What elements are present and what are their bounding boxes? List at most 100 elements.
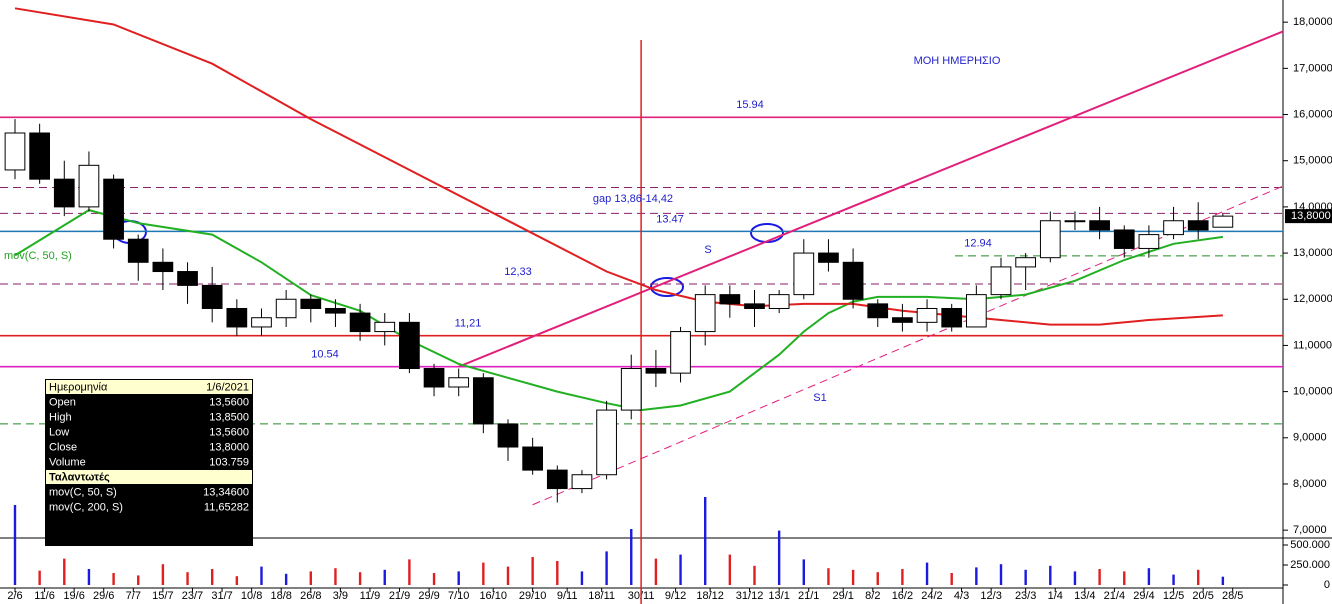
candle-body: [349, 312, 371, 333]
x-tick-label: 15/7: [152, 590, 173, 602]
x-tick-label: 11/9: [360, 590, 381, 602]
candle-body: [325, 307, 346, 314]
volume-bar: [1147, 568, 1151, 585]
info-label: mov(C, 50, S): [49, 486, 117, 498]
candle-body: [472, 377, 494, 425]
x-tick-label: 11/6: [34, 590, 55, 602]
level-label: 15.94: [736, 99, 764, 111]
candle-body: [1163, 220, 1184, 236]
x-tick-label: 7/10: [448, 590, 469, 602]
info-label: High: [49, 411, 72, 423]
volume-bar: [679, 554, 682, 585]
y-tick-label: 9,0000: [1293, 432, 1327, 444]
y-tick-label: 8,0000: [1293, 478, 1327, 490]
volume-bar: [556, 561, 559, 585]
volume-bar: [975, 567, 978, 585]
candle-body: [990, 266, 1012, 296]
candle-body: [694, 294, 716, 333]
candle-body: [497, 423, 519, 448]
candle-body: [768, 294, 790, 309]
volume-bar: [284, 573, 288, 585]
trendline-label: S: [704, 244, 711, 256]
volume-bar: [901, 569, 904, 585]
x-tick-label: 19/6: [63, 590, 84, 602]
volume-bar: [728, 554, 732, 585]
volume-bar: [457, 571, 460, 585]
candle-body: [103, 178, 124, 240]
y-tick-label: 15,0000: [1293, 155, 1332, 167]
annotation: ΜΟΗ ΗΜΕΡΗΣΙΟ: [914, 55, 1001, 67]
x-tick-label: 1/4: [1048, 590, 1063, 602]
volume-bar: [851, 569, 855, 585]
candle-body: [867, 303, 889, 319]
volume-bar: [1024, 569, 1027, 585]
candle-body: [916, 307, 938, 323]
volume-bar: [1073, 571, 1077, 585]
x-tick-label: 24/2: [921, 590, 942, 602]
x-tick-label: 29/1: [833, 590, 854, 602]
candle-body: [78, 164, 100, 208]
info-header: [46, 470, 252, 484]
info-header-label: Ημερομηνία: [49, 381, 108, 393]
info-header-label: Ταλαντωτές: [49, 471, 110, 483]
info-value: 13,5600: [209, 426, 249, 438]
info-header: [46, 380, 252, 394]
candle-body: [1015, 257, 1037, 268]
x-tick-label: 2/6: [7, 590, 22, 602]
x-tick-label: 23/7: [182, 590, 203, 602]
volume-bar: [531, 557, 534, 585]
candle-body: [4, 132, 26, 171]
volume-bar: [408, 559, 411, 585]
x-tick-label: 21/9: [389, 590, 410, 602]
info-label: Close: [49, 441, 77, 453]
info-value: 13,8000: [209, 441, 249, 453]
volume-bar: [482, 562, 485, 585]
candle-body: [201, 284, 223, 309]
candle-body: [1039, 220, 1061, 259]
volume-bar: [235, 576, 239, 585]
x-tick-label: 31/7: [211, 590, 232, 602]
candle-body: [892, 317, 913, 323]
candle-body: [546, 469, 568, 490]
candle-body: [1113, 229, 1135, 249]
x-tick-label: 21/4: [1104, 590, 1125, 602]
info-label: Volume: [49, 456, 86, 468]
candle-body: [226, 307, 248, 328]
x-tick-label: 18/11: [588, 590, 615, 602]
x-tick-label: 4/3: [954, 590, 969, 602]
x-tick-label: 10/8: [241, 590, 262, 602]
volume-tick-label: 0: [1324, 579, 1330, 591]
candle-body: [744, 303, 765, 309]
y-tick-label: 18,0000: [1293, 16, 1332, 28]
info-box: [45, 379, 253, 546]
candle-body: [645, 368, 667, 374]
candle-body: [127, 238, 149, 263]
info-label: Open: [49, 396, 76, 408]
volume-bar: [38, 570, 41, 585]
volume-bar: [186, 572, 189, 585]
candle-body: [670, 331, 691, 374]
volume-bar: [161, 564, 165, 585]
x-tick-label: 16/10: [479, 590, 507, 602]
x-tick-label: 23/3: [1015, 590, 1036, 602]
candle-body: [177, 271, 198, 286]
volume-bar: [137, 575, 140, 585]
candle-body: [596, 409, 617, 476]
y-tick-label: 17,0000: [1293, 62, 1332, 74]
volume-bar: [432, 573, 436, 585]
info-value: 103.759: [209, 456, 249, 468]
candle-body: [842, 261, 864, 300]
candle-body: [275, 298, 297, 319]
volume-bar: [358, 572, 362, 585]
x-tick-label: 16/2: [892, 590, 913, 602]
candle-body: [1064, 220, 1086, 223]
info-value: 11,65282: [204, 501, 249, 513]
volume-bar: [334, 568, 337, 585]
volume-bar: [506, 566, 510, 585]
x-tick-label: 8/2: [865, 590, 880, 602]
highlight-ellipse: [650, 277, 684, 297]
info-value: 13,8500: [209, 411, 249, 423]
x-tick-label: 26/8: [300, 590, 321, 602]
candle-body: [152, 261, 174, 273]
